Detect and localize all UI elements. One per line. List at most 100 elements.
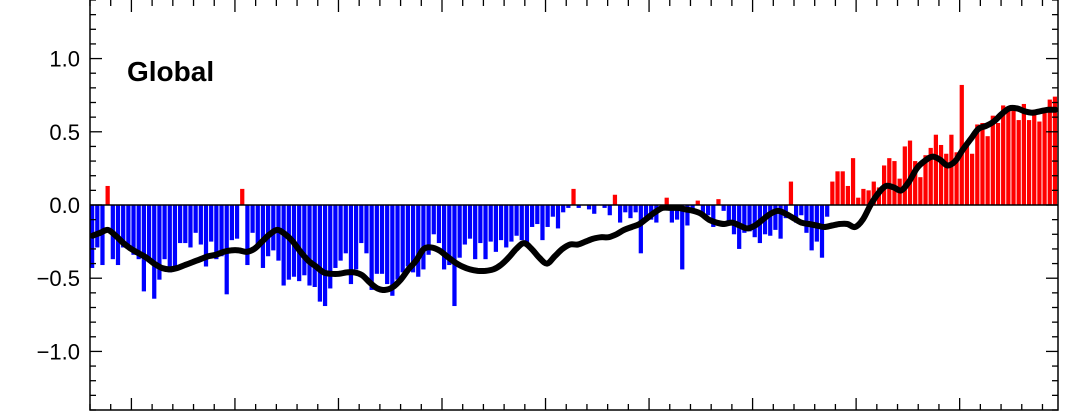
anomaly-bar xyxy=(209,205,214,242)
anomaly-bar xyxy=(742,205,747,233)
anomaly-bar xyxy=(938,144,944,205)
anomaly-bar xyxy=(773,205,778,230)
axis-ticks xyxy=(89,0,1058,411)
anomaly-bar xyxy=(447,205,452,266)
anomaly-bar xyxy=(752,205,757,238)
anomaly-bar xyxy=(219,205,224,257)
anomaly-bar xyxy=(602,205,607,208)
anomaly-bar xyxy=(768,205,773,236)
anomaly-bar xyxy=(638,205,643,254)
anomaly-bar xyxy=(462,205,467,245)
anomaly-bar xyxy=(1042,108,1047,205)
anomaly-bar xyxy=(141,205,146,292)
anomaly-bar xyxy=(566,205,571,208)
plot-frame xyxy=(89,0,1059,411)
anomaly-bar xyxy=(809,205,814,251)
anomaly-bar xyxy=(483,205,488,260)
anomaly-bar xyxy=(136,205,141,260)
anomaly-bar xyxy=(592,205,597,214)
anomaly-bar xyxy=(643,205,649,217)
anomaly-bars xyxy=(90,84,1058,307)
anomaly-bar xyxy=(431,205,436,235)
anomaly-bar xyxy=(390,205,395,296)
anomaly-bar xyxy=(1016,120,1021,205)
anomaly-bar xyxy=(317,205,322,302)
anomaly-bar xyxy=(369,205,374,290)
anomaly-bar xyxy=(861,188,866,205)
anomaly-bar xyxy=(778,205,783,239)
anomaly-bar xyxy=(674,205,680,220)
anomaly-bar xyxy=(322,205,328,307)
anomaly-bar xyxy=(856,197,861,205)
anomaly-bar xyxy=(509,205,514,242)
anomaly-bar xyxy=(333,205,338,268)
anomaly-bar xyxy=(146,205,152,263)
anomaly-bar xyxy=(250,205,255,233)
anomaly-bar xyxy=(178,205,183,244)
anomaly-bar xyxy=(338,205,343,261)
anomaly-bar xyxy=(229,205,234,241)
anomaly-bar xyxy=(1032,109,1037,205)
anomaly-bar xyxy=(1011,108,1016,205)
anomaly-bar xyxy=(747,205,752,232)
anomaly-bar xyxy=(167,205,172,273)
anomaly-bar xyxy=(193,205,198,233)
anomaly-bar xyxy=(240,188,245,205)
anomaly-bar xyxy=(467,205,473,239)
anomaly-bar xyxy=(504,205,509,248)
anomaly-bar xyxy=(830,181,835,205)
anomaly-bar xyxy=(918,177,923,205)
anomaly-bar xyxy=(788,181,794,205)
y-tick-label: 0.5 xyxy=(49,120,80,145)
anomaly-bar xyxy=(949,134,954,205)
anomaly-bar xyxy=(421,205,426,270)
anomaly-bar xyxy=(561,205,566,213)
anomaly-bar xyxy=(700,205,706,214)
anomaly-bar xyxy=(571,188,576,205)
anomaly-bar xyxy=(343,205,348,254)
anomaly-bar xyxy=(990,115,995,205)
anomaly-bar xyxy=(633,205,638,213)
anomaly-bar xyxy=(711,205,716,227)
anomaly-bar xyxy=(804,205,809,233)
anomaly-bar xyxy=(498,205,504,241)
anomaly-bar xyxy=(586,205,592,210)
anomaly-bar xyxy=(985,136,990,205)
anomaly-bar xyxy=(799,205,804,216)
anomaly-bar xyxy=(374,205,379,274)
anomaly-bar xyxy=(835,171,840,205)
anomaly-bar xyxy=(716,199,721,205)
anomaly-bar xyxy=(395,205,400,280)
anomaly-bar xyxy=(850,158,856,205)
anomaly-bar xyxy=(975,124,980,205)
y-tick-label: 0.0 xyxy=(49,193,80,218)
anomaly-bar xyxy=(819,205,825,258)
anomaly-bar xyxy=(348,205,354,285)
anomaly-bar xyxy=(328,205,333,289)
anomaly-bar xyxy=(607,205,612,216)
anomaly-bar xyxy=(555,205,561,229)
anomaly-bar xyxy=(157,205,162,280)
anomaly-bar xyxy=(685,205,690,226)
anomaly-bar xyxy=(731,205,737,235)
anomaly-bar xyxy=(297,205,302,282)
anomaly-bar xyxy=(550,205,555,217)
anomaly-bar xyxy=(488,205,493,242)
smoothed-trend-line xyxy=(89,104,1059,293)
anomaly-bar xyxy=(545,205,550,227)
anomaly-bar xyxy=(913,161,918,205)
anomaly-bar xyxy=(866,190,871,205)
anomaly-bar xyxy=(944,153,949,205)
anomaly-bar xyxy=(478,205,483,244)
anomaly-bar xyxy=(618,205,623,223)
anomaly-bar xyxy=(416,205,421,277)
anomaly-bar xyxy=(105,185,110,205)
anomaly-bar xyxy=(540,205,545,241)
anomaly-bar xyxy=(907,140,913,205)
anomaly-bar xyxy=(980,123,985,205)
anomaly-bar xyxy=(892,161,897,205)
anomaly-bar xyxy=(923,155,928,205)
anomaly-bar xyxy=(721,205,726,211)
anomaly-bar xyxy=(203,205,209,267)
